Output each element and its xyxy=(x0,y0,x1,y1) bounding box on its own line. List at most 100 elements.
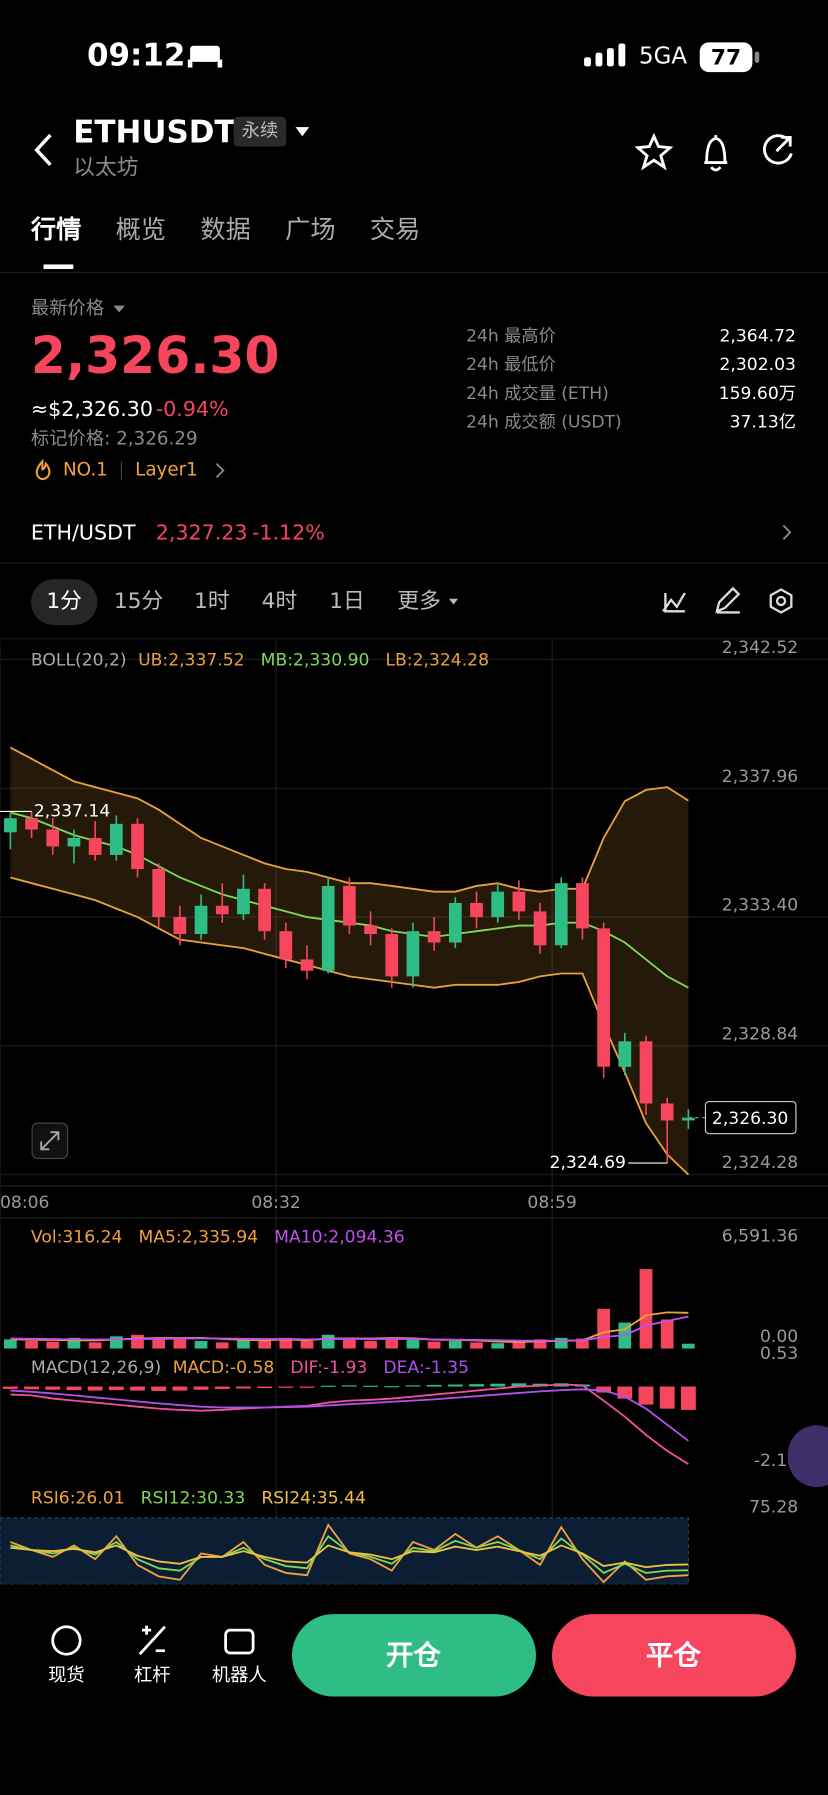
timeframe[interactable]: 1日 xyxy=(329,589,365,614)
volume-bar xyxy=(321,1334,335,1349)
legend-entry: MA5:2,335.94 xyxy=(138,1227,258,1247)
volume-bar xyxy=(25,1340,38,1349)
x-tick-label: 08:06 xyxy=(0,1193,49,1213)
macd-bar xyxy=(490,1383,506,1387)
stat-value: 37.13亿 xyxy=(730,412,796,432)
mark-price: 标记价格: 2,326.29 xyxy=(31,429,198,450)
volume-bar xyxy=(682,1343,695,1349)
candle-body xyxy=(618,1041,632,1067)
indicator-button[interactable] xyxy=(662,592,686,613)
favorite-button[interactable] xyxy=(634,132,674,171)
candle-body xyxy=(88,837,102,855)
spot-pair: ETH/USDT xyxy=(31,520,136,544)
candle-body xyxy=(385,934,399,977)
spot-arrow[interactable] xyxy=(782,524,792,540)
candle-body xyxy=(448,902,462,943)
timeframe[interactable]: 4时 xyxy=(262,589,298,614)
close-label: 平仓 xyxy=(646,1640,701,1671)
tool-label[interactable]: 机器人 xyxy=(212,1665,267,1686)
candle-body xyxy=(237,888,250,915)
macd-bar xyxy=(469,1384,484,1387)
candle-body xyxy=(25,818,38,830)
rsi-plot xyxy=(0,1517,689,1585)
rank-icon xyxy=(35,458,51,481)
tool-label[interactable]: 杠杆 xyxy=(134,1665,171,1686)
timeframe[interactable]: 更多 xyxy=(397,589,441,614)
timeframe[interactable]: 1时 xyxy=(194,589,230,614)
legend-entry: MB:2,330.90 xyxy=(261,651,370,671)
volume-bar xyxy=(364,1340,377,1349)
low-marker-label: 2,324.69 xyxy=(550,1153,626,1173)
price-change: -0.94% xyxy=(156,397,229,421)
symbol-dropdown[interactable] xyxy=(295,127,310,137)
y-tick-label: 2,342.52 xyxy=(722,638,798,658)
candle-body xyxy=(512,891,526,912)
more-dropdown[interactable] xyxy=(448,598,459,605)
share-button[interactable] xyxy=(763,134,793,165)
price-dropdown[interactable] xyxy=(113,305,125,313)
volume-bar xyxy=(448,1340,462,1349)
volume-bar xyxy=(152,1338,166,1349)
badge: 永续 xyxy=(242,121,279,142)
macd-bar xyxy=(405,1385,421,1387)
candle-body xyxy=(470,902,483,918)
volume-bar xyxy=(46,1341,60,1349)
sleep-icon xyxy=(187,45,223,68)
macd-bar xyxy=(363,1385,378,1387)
y-tick-label: 2,328.84 xyxy=(722,1024,798,1044)
macd-bar xyxy=(236,1386,251,1389)
macd-bar xyxy=(66,1386,82,1391)
margin-icon[interactable] xyxy=(138,1625,166,1656)
candle-body xyxy=(364,925,377,935)
legend-entry: MACD:-0.58 xyxy=(173,1358,275,1378)
tab[interactable]: 概览 xyxy=(116,215,166,244)
y-tick-label: 6,591.36 xyxy=(722,1226,798,1246)
tab[interactable]: 行情 xyxy=(30,215,81,244)
stat-value: 2,364.72 xyxy=(720,327,796,347)
sector-tag[interactable]: Layer1 xyxy=(135,460,198,481)
candle-body xyxy=(152,869,166,918)
timeframe[interactable]: 1分 xyxy=(46,589,82,614)
sector-arrow[interactable] xyxy=(215,462,225,479)
alert-button[interactable] xyxy=(704,135,728,172)
tab[interactable]: 数据 xyxy=(200,215,250,244)
volume-bar xyxy=(639,1269,653,1349)
macd-bar xyxy=(680,1386,696,1410)
candle-body xyxy=(427,931,441,943)
macd-bar xyxy=(257,1386,273,1389)
macd-bar xyxy=(278,1386,294,1388)
battery-level: 77 xyxy=(711,45,741,70)
draw-button[interactable] xyxy=(715,586,741,614)
candle-body xyxy=(4,818,17,833)
tab[interactable]: 交易 xyxy=(370,215,420,244)
volume-bar xyxy=(279,1337,293,1349)
macd-bar xyxy=(426,1384,442,1387)
close-button[interactable] xyxy=(552,1614,796,1697)
volume-bar xyxy=(470,1342,483,1349)
usd-price: ≈$2,326.30 xyxy=(31,397,153,421)
x-tick-label: 08:59 xyxy=(527,1193,576,1213)
volume-bar xyxy=(88,1342,102,1349)
fullscreen-icon xyxy=(40,1131,60,1151)
tool-label[interactable]: 现货 xyxy=(48,1665,85,1686)
volume-bar xyxy=(237,1339,250,1349)
tab[interactable]: 广场 xyxy=(285,215,335,244)
candle-body xyxy=(131,823,144,870)
candle-body xyxy=(215,905,229,915)
settings-button[interactable] xyxy=(769,588,793,614)
open-button[interactable] xyxy=(292,1614,536,1697)
open-label: 开仓 xyxy=(386,1640,441,1671)
legend-title: BOLL(20,2) xyxy=(31,651,127,671)
spot-icon[interactable] xyxy=(51,1625,82,1656)
timeframe[interactable]: 15分 xyxy=(114,589,163,614)
bot-icon[interactable] xyxy=(224,1628,255,1655)
price-plot xyxy=(4,746,695,1176)
legend-entry: DEA:-1.35 xyxy=(383,1358,469,1378)
indicator-line xyxy=(10,1383,689,1465)
stat-label: 24h 最低价 xyxy=(466,355,556,375)
back-button[interactable] xyxy=(34,133,52,167)
assistant-button[interactable] xyxy=(787,1425,828,1488)
candle-body xyxy=(67,837,81,847)
macd-bar xyxy=(151,1386,167,1391)
candle-body xyxy=(660,1103,674,1121)
